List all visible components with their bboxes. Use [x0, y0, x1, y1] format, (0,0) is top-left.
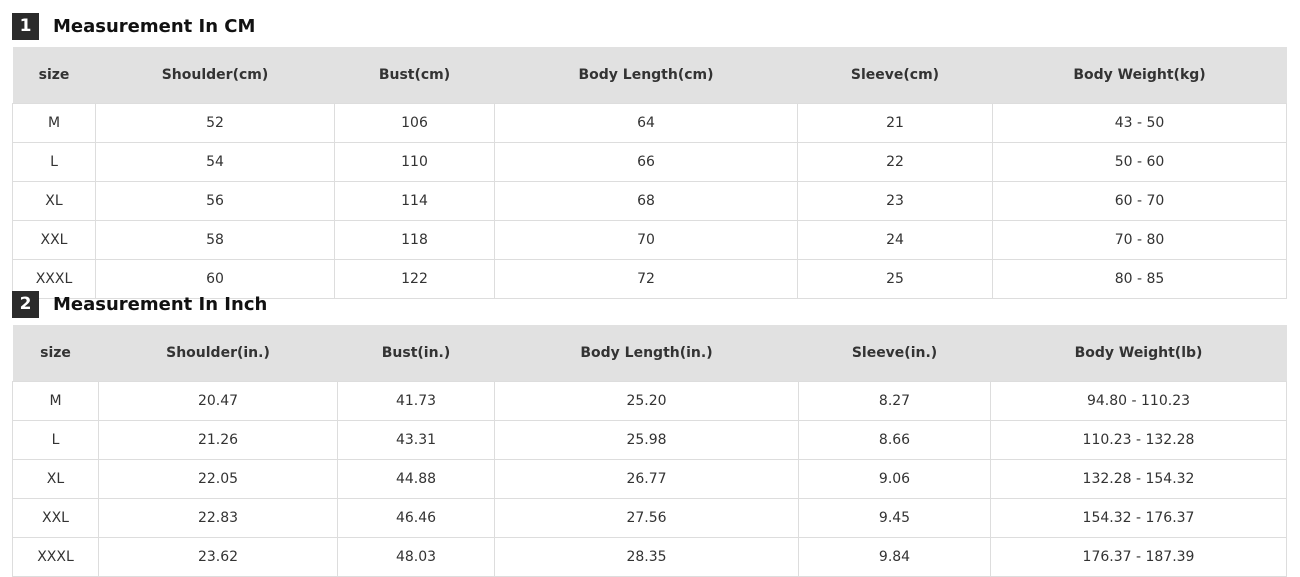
table-cell: 114 [334, 181, 495, 221]
table-cell: 60 - 70 [992, 181, 1287, 221]
table-cell: M [12, 381, 99, 421]
header-row: size Shoulder(cm) Bust(cm) Body Length(cm) S… [12, 47, 1287, 104]
section-title-text: Measurement In Inch [53, 293, 268, 315]
table-cell: 176.37 - 187.39 [990, 537, 1287, 577]
column-header: Bust(cm) [334, 47, 495, 104]
table-cell: 106 [334, 103, 495, 143]
table-row: XXL 58 118 70 24 70 - 80 [12, 220, 1287, 260]
table-cell: 25.20 [494, 381, 799, 421]
section-number-badge: 2 [12, 290, 39, 318]
size-table: size Shoulder(in.) Bust(in.) Body Length(in… [12, 325, 1287, 577]
table-row: L 54 110 66 22 50 - 60 [12, 142, 1287, 182]
table-cell: 52 [95, 103, 335, 143]
table-cell: 70 [494, 220, 798, 260]
table-cell: XXL [12, 220, 96, 260]
table-cell: M [12, 103, 96, 143]
table-cell: 22 [797, 142, 993, 182]
column-header: Shoulder(in.) [98, 325, 338, 382]
table-row: XXL 22.83 46.46 27.56 9.45 154.32 - 176.37 [12, 498, 1287, 538]
table-cell: 9.45 [798, 498, 991, 538]
table-cell: 20.47 [98, 381, 338, 421]
size-table: size Shoulder(cm) Bust(cm) Body Length(cm) S… [12, 47, 1287, 299]
table-cell: 23 [797, 181, 993, 221]
column-header: Shoulder(cm) [95, 47, 335, 104]
table-cell: 9.06 [798, 459, 991, 499]
table-cell: 118 [334, 220, 495, 260]
column-header: size [12, 325, 99, 382]
table-cell: 27.56 [494, 498, 799, 538]
table-row: XXXL 23.62 48.03 28.35 9.84 176.37 - 187.39 [12, 537, 1287, 577]
table-cell: L [12, 142, 96, 182]
table-cell: 44.88 [337, 459, 495, 499]
table-cell: 60 [95, 259, 335, 299]
table-cell: 58 [95, 220, 335, 260]
header-row: size Shoulder(in.) Bust(in.) Body Length(in… [12, 325, 1287, 382]
table-cell: XXL [12, 498, 99, 538]
table-cell: 54 [95, 142, 335, 182]
table-cell: 41.73 [337, 381, 495, 421]
table-row: L 21.26 43.31 25.98 8.66 110.23 - 132.28 [12, 420, 1287, 460]
column-header: Sleeve(in.) [798, 325, 991, 382]
section-title-text: Measurement In CM [53, 15, 256, 37]
table-cell: 22.05 [98, 459, 338, 499]
column-header: Body Weight(lb) [990, 325, 1287, 382]
table-cell: 25.98 [494, 420, 799, 460]
table-cell: XL [12, 459, 99, 499]
table-cell: 66 [494, 142, 798, 182]
section-cm: 1 Measurement In CM size Shoulder(cm) Bust(c… [12, 12, 1287, 299]
table-cell: 9.84 [798, 537, 991, 577]
column-header: Bust(in.) [337, 325, 495, 382]
table-cell: 110 [334, 142, 495, 182]
table-cell: XXXL [12, 537, 99, 577]
table-cell: L [12, 420, 99, 460]
table-cell: 43.31 [337, 420, 495, 460]
column-header: size [12, 47, 96, 104]
section-title: 2 Measurement In Inch [12, 290, 1286, 318]
table-cell: 26.77 [494, 459, 799, 499]
table-cell: 43 - 50 [992, 103, 1287, 143]
table-cell: 132.28 - 154.32 [990, 459, 1287, 499]
column-header: Sleeve(cm) [797, 47, 993, 104]
table-cell: 154.32 - 176.37 [990, 498, 1287, 538]
table-cell: 56 [95, 181, 335, 221]
section-number-badge: 1 [12, 12, 39, 40]
section-inch: 2 Measurement In Inch size Shoulder(in.) Bus… [12, 290, 1287, 577]
table-row: XXXL 60 122 72 25 80 - 85 [12, 259, 1287, 299]
table-cell: 24 [797, 220, 993, 260]
table-cell: 72 [494, 259, 798, 299]
table-row: M 20.47 41.73 25.20 8.27 94.80 - 110.23 [12, 381, 1287, 421]
table-cell: 70 - 80 [992, 220, 1287, 260]
table-cell: 68 [494, 181, 798, 221]
table-cell: 110.23 - 132.28 [990, 420, 1287, 460]
table-cell: 23.62 [98, 537, 338, 577]
table-cell: 46.46 [337, 498, 495, 538]
table-cell: 8.27 [798, 381, 991, 421]
table-cell: 48.03 [337, 537, 495, 577]
table-cell: 80 - 85 [992, 259, 1287, 299]
table-cell: XL [12, 181, 96, 221]
table-cell: 50 - 60 [992, 142, 1287, 182]
table-row: XL 56 114 68 23 60 - 70 [12, 181, 1287, 221]
table-cell: 64 [494, 103, 798, 143]
table-cell: 94.80 - 110.23 [990, 381, 1287, 421]
table-cell: 21 [797, 103, 993, 143]
table-cell: 22.83 [98, 498, 338, 538]
table-cell: 8.66 [798, 420, 991, 460]
column-header: Body Length(cm) [494, 47, 798, 104]
table-cell: 28.35 [494, 537, 799, 577]
table-row: XL 22.05 44.88 26.77 9.06 132.28 - 154.32 [12, 459, 1287, 499]
column-header: Body Length(in.) [494, 325, 799, 382]
section-title: 1 Measurement In CM [12, 12, 1286, 40]
table-row: M 52 106 64 21 43 - 50 [12, 103, 1287, 143]
table-cell: 21.26 [98, 420, 338, 460]
column-header: Body Weight(kg) [992, 47, 1287, 104]
